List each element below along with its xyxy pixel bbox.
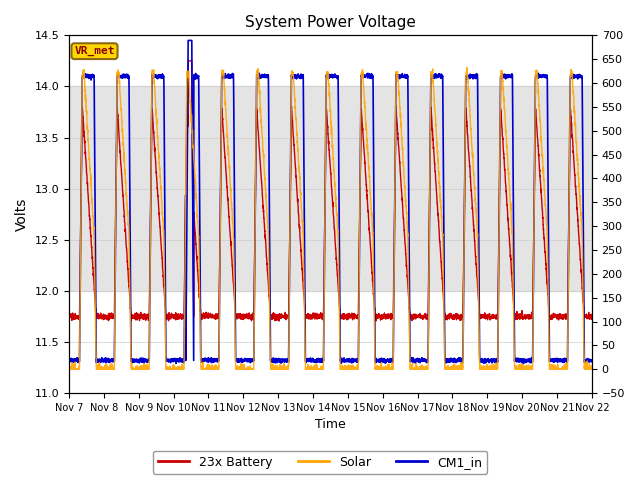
Title: System Power Voltage: System Power Voltage xyxy=(245,15,416,30)
Y-axis label: Volts: Volts xyxy=(15,198,29,231)
X-axis label: Time: Time xyxy=(315,419,346,432)
Text: VR_met: VR_met xyxy=(74,46,115,56)
Bar xyxy=(69,86,592,291)
Legend: 23x Battery, Solar, CM1_in: 23x Battery, Solar, CM1_in xyxy=(153,451,487,474)
